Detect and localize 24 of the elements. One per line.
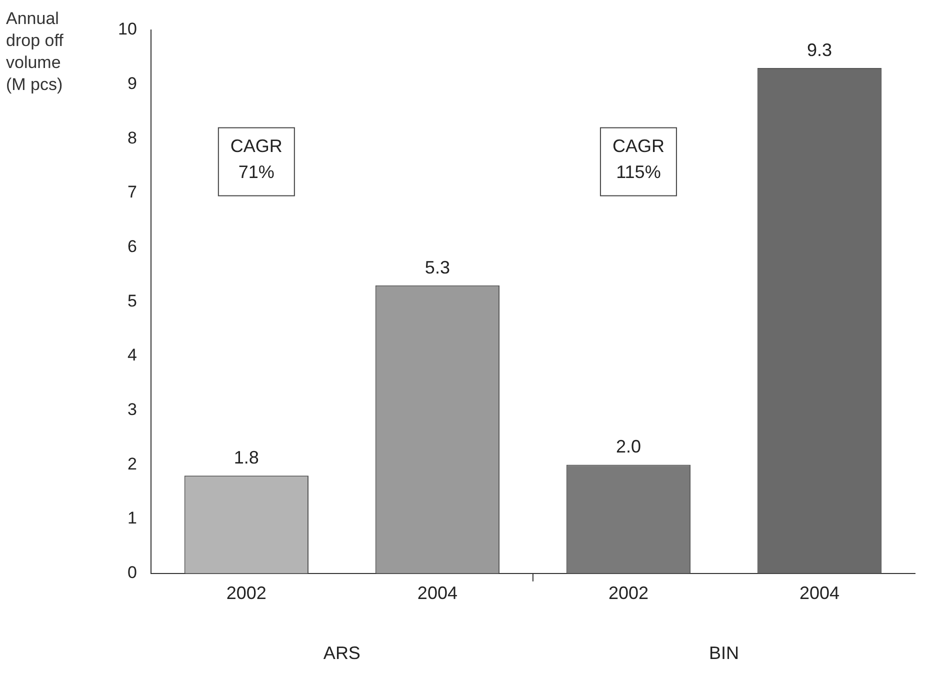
y-tick-label: 3 <box>127 400 137 420</box>
data-label: 1.8 <box>234 448 259 468</box>
x-tick-label: 2004 <box>417 583 458 604</box>
x-tick-label: 2002 <box>226 583 266 604</box>
y-tick-label: 2 <box>127 454 137 474</box>
data-label: 9.3 <box>806 40 832 60</box>
y-tick-label: 9 <box>127 74 137 94</box>
data-label: 2.0 <box>616 436 641 457</box>
y-tick-label: 5 <box>127 291 137 310</box>
y-tick-label: 1 <box>127 508 137 528</box>
y-axis-title: Annual drop off volume (M pcs) <box>6 8 64 96</box>
annotation: CAGR 71% <box>230 136 282 182</box>
annotation: CAGR 115% <box>612 136 664 182</box>
x-tick-label: 2004 <box>799 583 840 604</box>
y-tick-label: 10 <box>118 20 137 39</box>
y-tick-label: 7 <box>127 182 137 202</box>
y-tick-label: 6 <box>127 237 137 256</box>
x-tick-label: 2002 <box>608 583 648 604</box>
y-tick-label: 8 <box>127 128 137 148</box>
y-tick-label: 0 <box>127 563 137 582</box>
text: ARS <box>323 642 360 663</box>
text: BIN <box>708 642 739 663</box>
data-label: 5.3 <box>424 257 450 278</box>
y-tick-label: 4 <box>127 346 137 365</box>
